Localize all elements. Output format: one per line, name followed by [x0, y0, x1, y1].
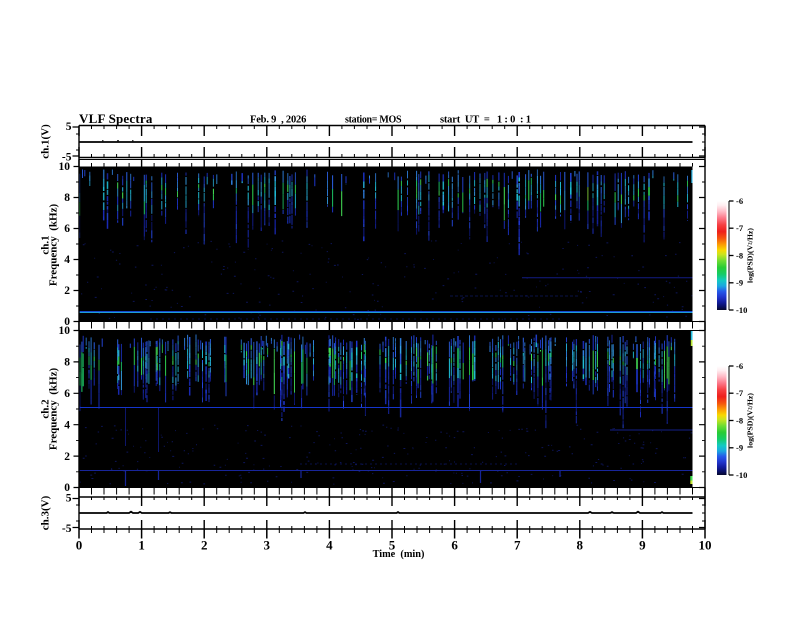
svg-text:3: 3: [264, 538, 271, 553]
svg-text:log(PSD)(V2/Hz): log(PSD)(V2/Hz): [746, 228, 755, 283]
svg-text:6: 6: [64, 223, 70, 235]
svg-text:log(PSD)(V2/Hz): log(PSD)(V2/Hz): [746, 393, 755, 448]
svg-text:Time (min): Time (min): [373, 549, 425, 560]
svg-text:-9: -9: [736, 278, 743, 288]
svg-text:5: 5: [389, 538, 396, 553]
svg-text:8: 8: [64, 357, 70, 369]
svg-text:0: 0: [76, 538, 83, 553]
svg-text:-5: -5: [62, 152, 72, 164]
svg-text:6: 6: [451, 538, 458, 553]
svg-text:10: 10: [59, 325, 71, 337]
svg-text:-7: -7: [736, 388, 744, 398]
svg-text:8: 8: [64, 192, 70, 204]
svg-text:Frequency (kHz): Frequency (kHz): [48, 204, 60, 287]
svg-text:-5: -5: [62, 523, 72, 535]
svg-text:-10: -10: [736, 305, 747, 315]
svg-text:-6: -6: [736, 361, 743, 371]
svg-text:station= MOS: station= MOS: [345, 115, 402, 126]
svg-text:9: 9: [639, 538, 646, 553]
svg-text:10: 10: [59, 161, 71, 173]
svg-text:Feb. 9 , 2026: Feb. 9 , 2026: [250, 115, 306, 126]
svg-text:-8: -8: [736, 415, 743, 425]
svg-text:4: 4: [64, 254, 70, 266]
svg-text:5: 5: [66, 493, 72, 505]
svg-text:Frequency (kHz): Frequency (kHz): [48, 368, 60, 451]
svg-text:0: 0: [64, 316, 70, 328]
svg-text:8: 8: [577, 538, 584, 553]
svg-text:-7: -7: [736, 223, 744, 233]
svg-text:2: 2: [64, 285, 70, 297]
svg-text:5: 5: [66, 121, 72, 133]
svg-text:2: 2: [201, 538, 208, 553]
svg-text:start UT = 1 : 0 : 1: start UT = 1 : 0 : 1: [440, 115, 531, 126]
svg-text:ch.1: ch.1: [40, 235, 52, 254]
svg-text:ch.3(V): ch.3(V): [40, 495, 52, 530]
svg-text:4: 4: [326, 538, 333, 553]
svg-text:-9: -9: [736, 443, 743, 453]
svg-text:0: 0: [64, 482, 70, 494]
svg-text:-8: -8: [736, 250, 743, 260]
svg-text:ch.1(V): ch.1(V): [40, 124, 52, 159]
svg-text:-6: -6: [736, 196, 743, 206]
svg-text:-10: -10: [736, 470, 747, 480]
svg-text:7: 7: [514, 538, 521, 553]
svg-text:10: 10: [699, 538, 712, 553]
svg-text:ch.2: ch.2: [40, 399, 52, 419]
svg-text:2: 2: [64, 451, 70, 463]
svg-text:VLF Spectra: VLF Spectra: [79, 111, 153, 126]
svg-text:4: 4: [64, 419, 70, 431]
svg-text:1: 1: [138, 538, 145, 553]
svg-text:6: 6: [64, 388, 70, 400]
